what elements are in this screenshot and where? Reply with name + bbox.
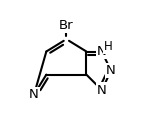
Text: N: N	[106, 64, 116, 77]
Text: Br: Br	[59, 19, 74, 32]
Text: H: H	[104, 40, 112, 53]
Text: N: N	[29, 88, 39, 101]
Text: N: N	[97, 45, 107, 58]
Text: N: N	[97, 83, 107, 96]
